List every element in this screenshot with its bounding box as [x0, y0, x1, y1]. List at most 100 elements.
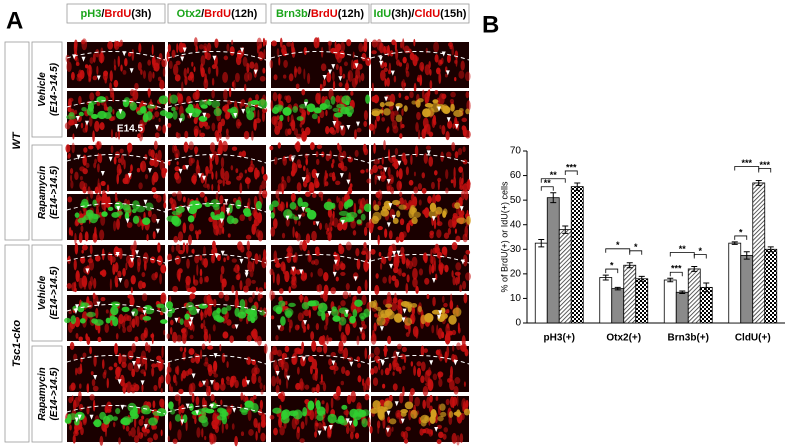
cell: [112, 416, 118, 421]
cell: [207, 363, 213, 373]
cell: [304, 153, 309, 159]
cell: [142, 316, 152, 321]
cell: [378, 360, 381, 371]
cell: [200, 311, 204, 320]
cell: [197, 229, 202, 235]
cell: [409, 206, 416, 215]
cell: [263, 384, 266, 391]
cell: [417, 305, 423, 313]
cell: [243, 83, 247, 92]
cell: [395, 236, 400, 243]
cell: [88, 145, 94, 150]
cell: [380, 69, 386, 81]
cell: [245, 277, 252, 287]
cell: [144, 173, 149, 180]
cell: [434, 90, 439, 95]
cell: [299, 438, 305, 443]
cell: [294, 231, 299, 239]
cell: [384, 308, 393, 316]
cell: [384, 228, 388, 238]
cell: [113, 362, 118, 368]
treatment: Rapamycin: [37, 166, 48, 219]
micrograph: [368, 89, 471, 141]
cell: [285, 378, 289, 389]
cell: [171, 192, 177, 197]
micrograph: [370, 38, 471, 93]
cell: [429, 232, 434, 239]
arrowhead: [323, 426, 328, 432]
cell: [462, 146, 466, 153]
cell: [87, 186, 91, 196]
cell: [247, 253, 250, 264]
cell: [433, 218, 437, 230]
arrowhead: [239, 258, 244, 264]
cell: [296, 366, 300, 375]
cell: [438, 258, 441, 265]
cell: [440, 411, 447, 418]
cell: [246, 110, 255, 121]
cell: [258, 254, 261, 261]
micrograph: [269, 340, 371, 397]
cell: [400, 246, 405, 255]
cell: [144, 342, 149, 352]
cell: [445, 398, 450, 406]
cell: [446, 54, 451, 63]
cell: [184, 347, 187, 353]
cell: [141, 407, 152, 415]
cell: [114, 192, 118, 201]
cell: [99, 229, 105, 241]
cell: [281, 232, 286, 239]
cell: [223, 257, 226, 263]
cell: [134, 336, 139, 342]
cell: [239, 280, 243, 291]
cell: [396, 180, 402, 192]
cell: [226, 43, 230, 52]
cell: [99, 411, 107, 420]
cell: [261, 189, 268, 199]
cell: [401, 79, 406, 91]
cell: [105, 408, 112, 413]
cell: [279, 425, 285, 436]
cell: [291, 119, 296, 132]
cell: [311, 340, 317, 352]
cell: [459, 284, 463, 293]
row-label: Vehicle(E14->14.5): [37, 62, 60, 116]
cell: [304, 384, 310, 390]
cell: [247, 409, 252, 422]
cell: [102, 359, 105, 370]
cell: [295, 133, 302, 139]
arrowhead: [143, 424, 148, 430]
arrowhead: [118, 277, 123, 283]
cell: [74, 419, 80, 426]
cell: [411, 256, 418, 268]
cell: [394, 259, 400, 264]
cell: [380, 175, 387, 180]
cell: [365, 94, 370, 104]
cell: [315, 399, 321, 410]
cell: [235, 199, 242, 210]
cell: [176, 43, 179, 54]
significance-label: *: [610, 260, 614, 270]
cell: [273, 156, 278, 165]
cell: [220, 206, 224, 214]
cell: [316, 284, 320, 293]
row-label: Rapamycin(E14->14.5): [37, 367, 60, 421]
arrowhead: [340, 219, 345, 225]
cell: [165, 111, 174, 119]
cell: [399, 133, 403, 139]
cell: [125, 255, 132, 264]
cell: [124, 207, 132, 214]
cell: [319, 222, 323, 230]
cell: [453, 411, 462, 416]
cell: [148, 417, 158, 426]
cell: [98, 184, 102, 197]
cell: [466, 100, 471, 112]
cell: [278, 296, 283, 302]
arrowhead: [118, 109, 123, 115]
cell: [225, 110, 231, 120]
cell: [225, 134, 230, 140]
cell: [130, 298, 134, 306]
cell: [337, 142, 340, 151]
cell: [138, 182, 143, 190]
